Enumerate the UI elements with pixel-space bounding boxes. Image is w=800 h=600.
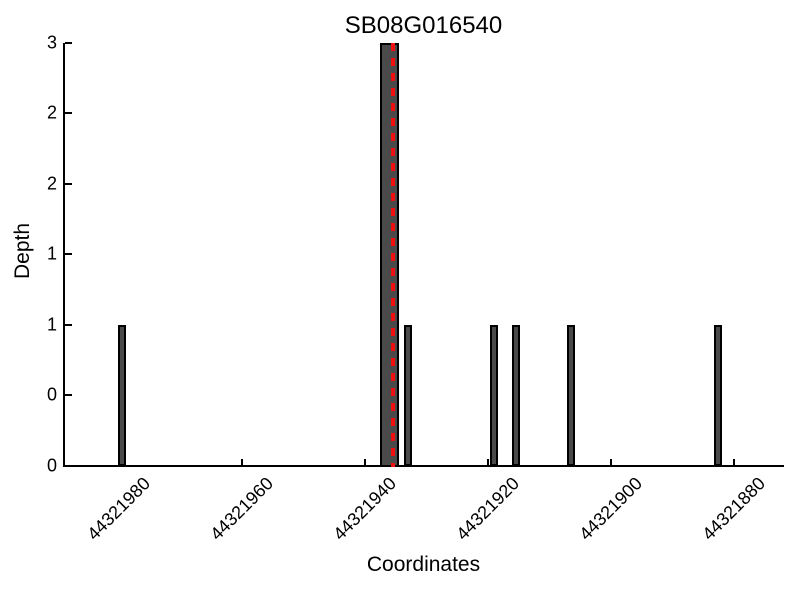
- depth-bar: [380, 43, 399, 467]
- x-tick-mark: [732, 458, 735, 466]
- y-tick-mark: [65, 394, 72, 397]
- depth-bar: [490, 324, 499, 467]
- y-tick-mark: [65, 253, 72, 256]
- x-tick-label: 44321980: [83, 473, 155, 545]
- y-tick-label: 2: [46, 173, 57, 194]
- x-axis-label: Coordinates: [366, 553, 481, 576]
- y-tick-label: 3: [46, 32, 57, 53]
- x-tick-label: 44321880: [698, 473, 769, 545]
- x-tick-label: 44321920: [452, 473, 524, 545]
- y-tick-mark: [65, 182, 72, 185]
- x-axis-spine: [63, 465, 784, 467]
- x-tick-label: 44321940: [329, 473, 401, 545]
- depth-bar: [714, 324, 723, 467]
- y-tick-label: 0: [46, 384, 57, 405]
- y-tick-label: 1: [46, 314, 57, 335]
- y-axis-spine: [63, 43, 65, 467]
- x-tick-label: 44321900: [575, 473, 646, 545]
- y-tick-label: 2: [46, 102, 57, 123]
- depth-bar: [118, 324, 127, 467]
- depth-bar: [566, 324, 575, 467]
- y-tick-mark: [65, 112, 72, 115]
- x-tick-mark: [364, 458, 367, 466]
- x-tick-mark: [609, 458, 612, 466]
- x-tick-mark: [487, 458, 490, 466]
- y-tick-label: 1: [46, 243, 57, 264]
- y-tick-label: 0: [46, 455, 57, 475]
- chart-title: SB08G016540: [344, 12, 503, 39]
- marker-line: [390, 43, 395, 467]
- x-tick-mark: [241, 458, 244, 466]
- depth-bar: [404, 324, 413, 467]
- y-tick-mark: [65, 42, 72, 44]
- y-tick-mark: [65, 323, 72, 326]
- x-tick-label: 44321960: [206, 473, 278, 545]
- depth-bar: [511, 324, 520, 467]
- y-tick-mark: [65, 464, 72, 467]
